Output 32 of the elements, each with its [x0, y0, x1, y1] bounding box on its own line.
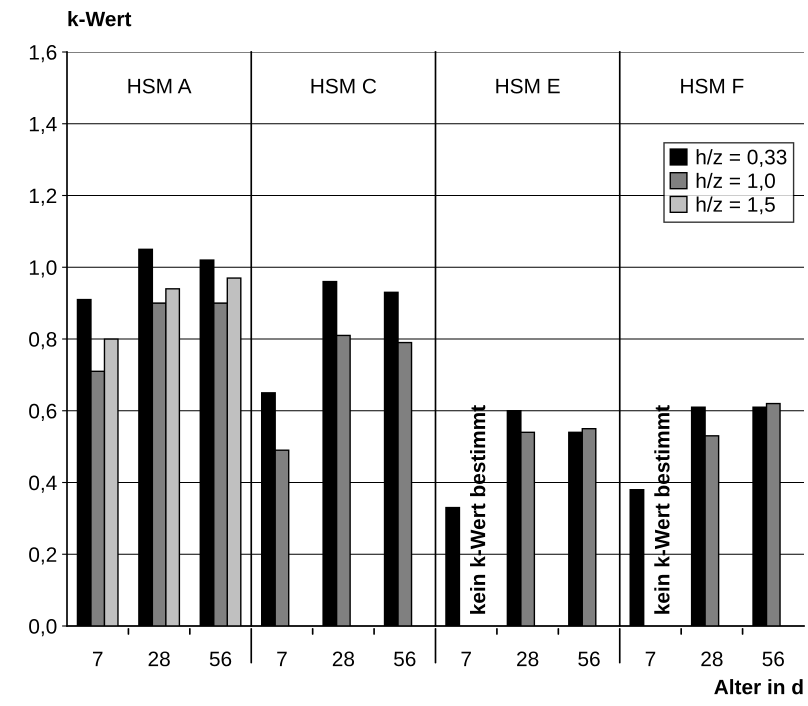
y-tick-label: 1,6 — [30, 45, 56, 62]
y-tick-label: 0,0 — [29, 619, 56, 636]
x-axis-title: Alter in d — [714, 679, 803, 694]
x-tick-label: 7 — [277, 652, 287, 666]
x-tick-label: 7 — [461, 652, 471, 666]
legend-label: h/z = 0,33 — [696, 149, 786, 167]
annotation: kein k-Wert bestimmt — [470, 405, 486, 614]
legend-label: h/z = 1,5 — [696, 196, 775, 214]
y-tick-label: 1,0 — [30, 260, 56, 278]
x-tick-label: 28 — [148, 652, 170, 666]
y-tick-label: 0,4 — [29, 476, 57, 493]
y-tick-label: 0,2 — [29, 547, 56, 564]
x-tick-label: 28 — [517, 652, 538, 666]
annotation: HSM E — [496, 78, 560, 94]
annotation: HSM F — [681, 78, 744, 94]
y-axis-title: k-Wert — [68, 11, 132, 26]
y-tick-label: 0,8 — [29, 332, 56, 350]
annotation: HSM C — [312, 78, 376, 94]
annotation: HSM A — [128, 78, 192, 94]
x-tick-label: 56 — [210, 652, 232, 666]
y-tick-label: 1,4 — [30, 116, 57, 134]
x-tick-label: 28 — [701, 652, 723, 666]
y-tick-label: 1,2 — [30, 188, 56, 206]
legend-label: h/z = 1,0 — [696, 172, 775, 191]
x-tick-label: 28 — [332, 652, 354, 666]
x-tick-label: 56 — [394, 652, 416, 666]
x-tick-label: 7 — [92, 652, 102, 666]
annotation: kein k-Wert bestimmt — [654, 405, 670, 614]
x-tick-label: 56 — [578, 652, 600, 666]
y-tick-label: 0,6 — [29, 404, 56, 421]
x-tick-label: 7 — [646, 652, 656, 666]
x-tick-label: 56 — [762, 652, 784, 666]
